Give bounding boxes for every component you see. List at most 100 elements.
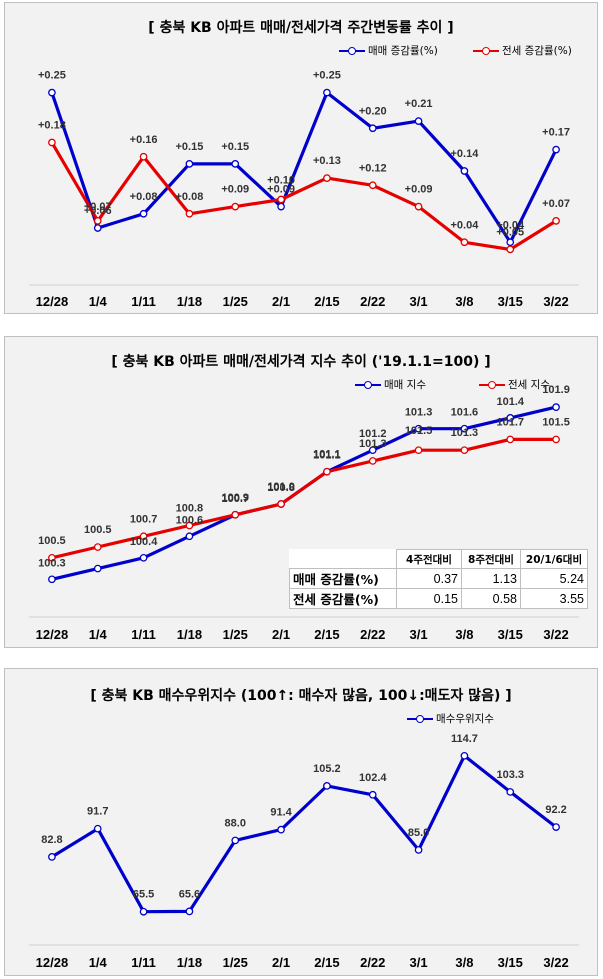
data-point <box>185 532 194 541</box>
data-label: 102.4 <box>359 772 387 784</box>
legend-line-icon <box>355 380 381 390</box>
data-label: +0.15 <box>221 141 249 153</box>
legend-label: 매매 지수 <box>384 379 426 391</box>
data-label: 101.1 <box>313 449 341 461</box>
data-point <box>506 435 515 444</box>
data-point <box>460 751 469 760</box>
data-point <box>368 181 377 190</box>
data-point <box>414 117 423 125</box>
data-point <box>93 564 102 573</box>
data-point <box>48 853 56 861</box>
data-point <box>323 782 331 790</box>
data-label: +0.05 <box>496 226 524 238</box>
data-point <box>277 195 285 204</box>
data-point <box>185 209 194 218</box>
data-label: +0.07 <box>84 201 112 213</box>
data-label: +0.13 <box>313 155 341 167</box>
legend-line-icon <box>339 46 365 56</box>
data-point <box>185 521 194 530</box>
legend-line-icon <box>479 380 505 390</box>
data-point <box>185 907 194 916</box>
data-point <box>460 238 469 247</box>
data-label: 91.7 <box>87 806 108 818</box>
price-index-chart-panel: [ 충북 KB 아파트 매매/전세가격 지수 추이 ('19.1.1=100) … <box>4 336 598 648</box>
x-tick-label: 3/8 <box>455 294 473 309</box>
data-point <box>48 88 56 97</box>
data-label: 101.3 <box>451 427 479 439</box>
data-point <box>552 145 560 154</box>
data-label: 101.5 <box>542 416 570 428</box>
data-point <box>139 907 148 916</box>
buyer-index-chart: 12/28 1/4 1/11 1/18 1/25 2/1 2/15 2/22 3/1 3/8 3/1… <box>29 733 579 970</box>
x-tick-label: 1/4 <box>89 627 108 642</box>
x-tick-label: 1/25 <box>223 294 248 309</box>
table-row: 전세 증감률(%) 0.15 0.58 3.55 <box>289 588 588 609</box>
data-label: +0.12 <box>359 162 387 174</box>
table-corner <box>289 549 397 569</box>
data-label: +0.08 <box>130 191 158 203</box>
data-point <box>139 209 148 218</box>
data-point <box>506 414 515 422</box>
data-point <box>323 467 331 476</box>
data-label: 65.6 <box>179 888 200 900</box>
data-label: +0.21 <box>405 98 433 110</box>
data-label: +0.07 <box>542 198 570 210</box>
legend-line-icon <box>473 46 499 56</box>
row-label: 매매 증감률(%) <box>289 568 397 589</box>
data-label: +0.16 <box>130 134 158 146</box>
legend-label: 전세 증감률(%) <box>502 45 572 57</box>
x-tick-label: 2/22 <box>360 627 385 642</box>
x-tick-label: 3/1 <box>410 955 428 970</box>
x-tick-label: 1/18 <box>177 294 202 309</box>
data-label: 101.1 <box>313 450 341 462</box>
x-tick-label: 2/15 <box>314 627 339 642</box>
data-label: +0.09 <box>267 184 295 196</box>
x-tick-label: 2/15 <box>314 955 339 970</box>
data-point <box>414 424 423 433</box>
data-point <box>368 457 377 465</box>
data-label: 100.5 <box>38 535 66 547</box>
comparison-table: 4주전대비 8주전대비 20/1/6대비 매매 증감률(%) 0.37 1.13… <box>289 549 588 609</box>
data-label: 101.3 <box>405 407 433 419</box>
x-tick-label: 2/1 <box>272 294 290 309</box>
data-point <box>506 238 515 247</box>
data-label: 103.3 <box>496 769 524 781</box>
data-point <box>323 174 331 182</box>
x-tick-label: 1/11 <box>131 627 156 642</box>
data-label: +0.17 <box>542 127 570 139</box>
x-tick-label: 1/11 <box>131 294 156 309</box>
legend-label: 매매 증감률(%) <box>368 45 438 57</box>
series-line <box>50 90 558 244</box>
x-tick-label: 12/28 <box>36 627 69 642</box>
data-point <box>93 543 102 551</box>
data-label: +0.09 <box>221 184 249 196</box>
data-label: 105.2 <box>313 763 341 775</box>
data-point <box>414 846 423 854</box>
price-index-chart: 12/28 1/4 1/11 1/18 1/25 2/1 2/15 2/22 3/1 3/8 3/1… <box>29 384 579 642</box>
data-point <box>368 124 377 133</box>
data-label: 100.7 <box>130 513 158 525</box>
x-tick-label: 3/15 <box>498 955 523 970</box>
legend-label: 전세 지수 <box>508 379 550 391</box>
x-tick-label: 2/15 <box>314 294 339 309</box>
chart-title: [ 충북 KB 매수우위지수 (100↑: 매수자 많음, 100↓:매도자 많… <box>90 688 512 704</box>
data-point <box>48 138 56 147</box>
table-header: 20/1/6대비 <box>520 549 588 569</box>
series-line <box>51 437 557 560</box>
data-point <box>368 446 377 455</box>
chart-title: [ 충북 KB 아파트 매매/전세가격 주간변동률 추이 ] <box>148 20 454 36</box>
x-tick-label: 3/15 <box>498 294 523 309</box>
data-label: 82.8 <box>41 834 62 846</box>
x-tick-label: 2/22 <box>360 294 385 309</box>
data-point <box>139 532 148 541</box>
table-cell: 1.13 <box>461 568 521 589</box>
data-label: +0.20 <box>359 105 387 117</box>
data-point <box>323 88 331 97</box>
table-cell: 0.58 <box>461 588 521 609</box>
data-point <box>185 160 194 168</box>
data-point <box>48 575 56 584</box>
row-label: 전세 증감률(%) <box>289 588 397 609</box>
data-label: 88.0 <box>225 817 246 829</box>
data-point <box>277 202 285 211</box>
data-label: +0.14 <box>450 148 479 160</box>
